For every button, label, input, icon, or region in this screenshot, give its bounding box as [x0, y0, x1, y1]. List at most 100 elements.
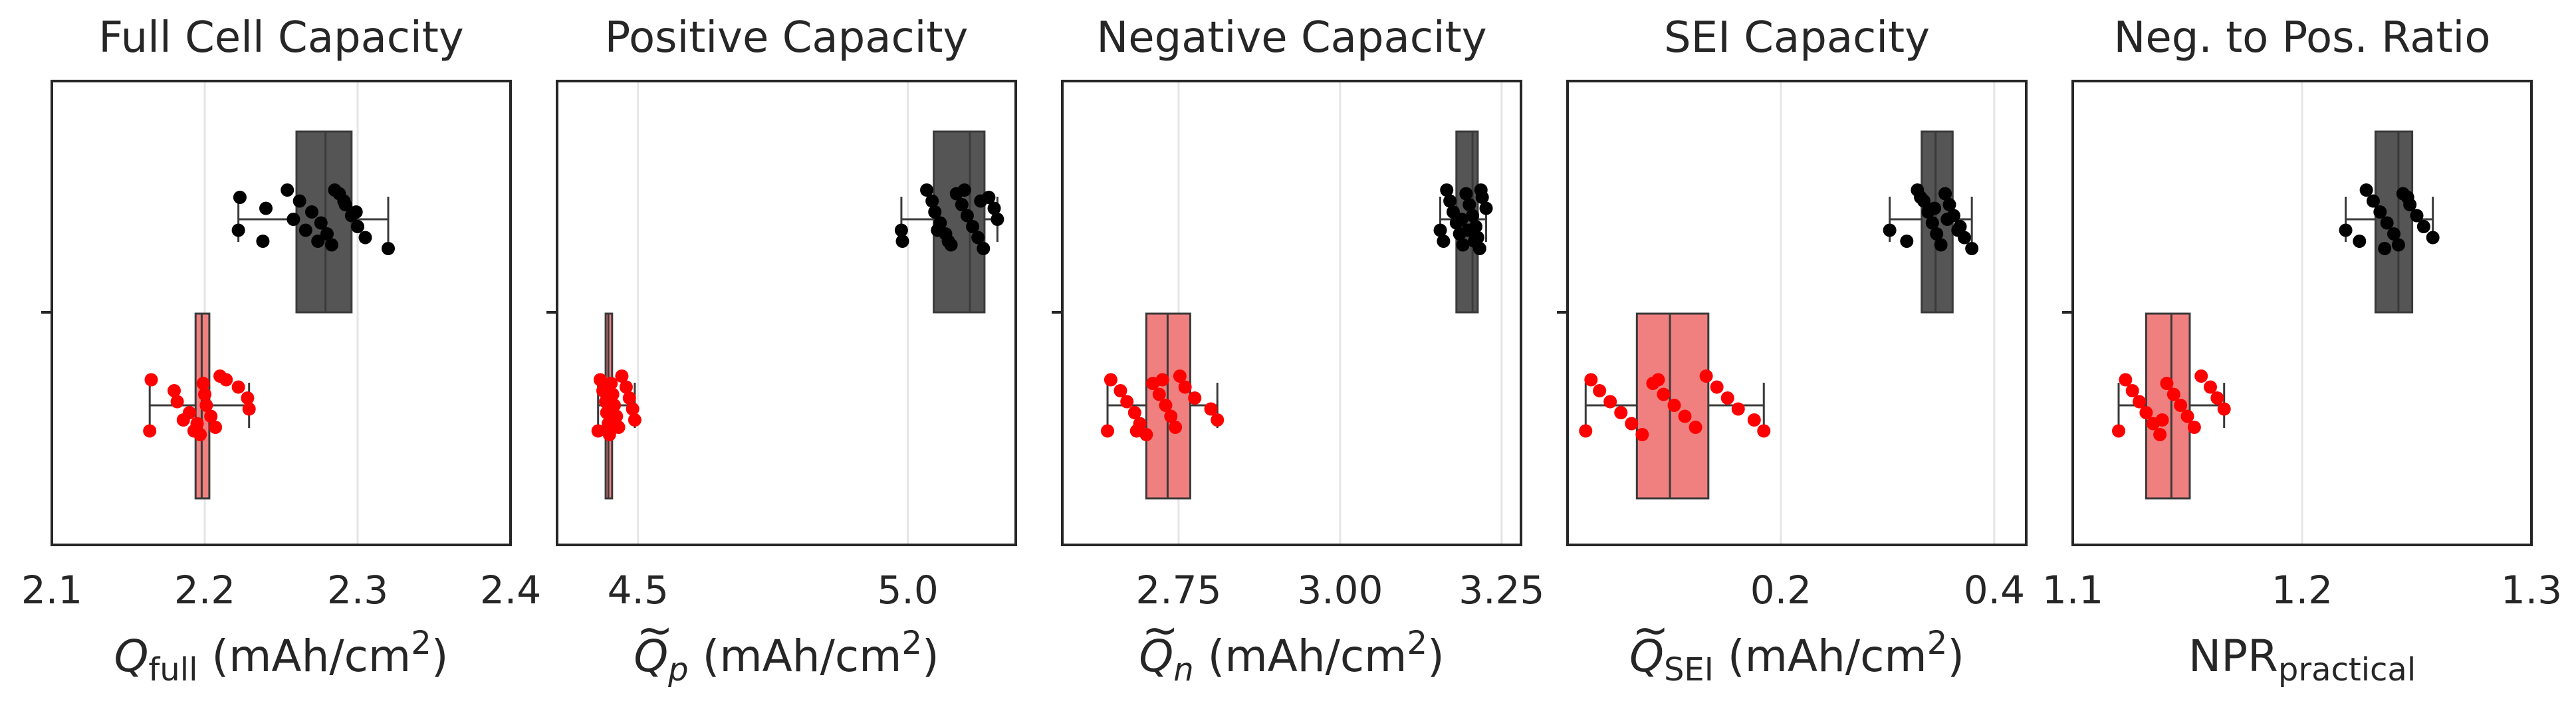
data-point — [1169, 421, 1183, 434]
data-point — [1188, 391, 1202, 405]
x-tick-label: 2.75 — [1135, 567, 1221, 613]
data-point — [324, 238, 338, 252]
data-point — [591, 424, 605, 438]
data-point — [2373, 205, 2387, 219]
data-point — [231, 380, 245, 394]
data-point — [2380, 216, 2394, 230]
data-point — [1731, 402, 1745, 416]
data-point — [2160, 377, 2174, 390]
data-point — [1456, 238, 1470, 252]
data-point — [2112, 424, 2125, 438]
data-point — [2387, 227, 2400, 241]
data-point — [281, 183, 294, 197]
tilde-accent: ~ — [1142, 605, 1179, 656]
x-tick-label: 3.25 — [1459, 567, 1544, 613]
data-point — [1914, 191, 1928, 204]
data-point — [955, 198, 969, 211]
data-point — [1129, 424, 1143, 438]
data-point — [176, 413, 190, 427]
data-point — [2204, 380, 2217, 394]
data-point — [2217, 402, 2231, 416]
data-point — [287, 213, 300, 226]
data-point — [1940, 213, 1954, 226]
data-point — [351, 220, 364, 233]
data-point — [2166, 387, 2180, 401]
data-point — [991, 213, 1004, 226]
data-point — [920, 183, 934, 197]
data-point — [1635, 428, 1649, 441]
data-point — [1173, 369, 1187, 383]
data-point — [957, 183, 971, 197]
data-point — [628, 413, 642, 427]
data-point — [1593, 384, 1607, 397]
data-point — [1747, 413, 1761, 427]
data-point — [615, 369, 629, 383]
panel-title: Positive Capacity — [605, 13, 969, 62]
data-point — [2174, 399, 2188, 412]
data-point — [1928, 201, 1941, 215]
data-point — [1651, 373, 1665, 387]
x-tick-label: 1.3 — [2501, 567, 2562, 613]
data-point — [1443, 194, 1457, 208]
data-point — [1211, 413, 1225, 427]
data-point — [259, 201, 273, 215]
data-point — [2153, 428, 2167, 441]
data-point — [622, 391, 636, 405]
panel-title: Negative Capacity — [1096, 13, 1486, 62]
data-point — [1934, 238, 1948, 252]
data-point — [2416, 220, 2430, 233]
x-axis-label: Qfull (mAh/cm2) — [114, 625, 448, 688]
data-point — [1925, 216, 1939, 230]
data-point — [1433, 223, 1447, 237]
data-point — [610, 409, 624, 423]
panel-2: Positive Capacity 4.5 5.0 Qp (mAh/cm2)~ — [546, 13, 1017, 688]
data-point — [256, 235, 270, 248]
data-point — [1155, 373, 1169, 387]
data-point — [382, 242, 395, 255]
data-point — [233, 191, 247, 204]
tilde-accent: ~ — [1632, 605, 1669, 656]
data-point — [196, 377, 210, 390]
data-point — [314, 216, 328, 230]
x-axis-label: Qn (mAh/cm2) — [1139, 625, 1445, 688]
data-point — [1951, 223, 1965, 237]
data-point — [358, 231, 372, 245]
data-point — [168, 384, 181, 397]
panel-5: Neg. to Pos. Ratio 1.1 1.2 1.3 NPRpractical — [2042, 13, 2562, 688]
data-point — [1104, 373, 1117, 387]
data-point — [1625, 417, 1639, 431]
x-tick-label: 2.3 — [327, 567, 388, 613]
data-point — [931, 223, 945, 237]
data-point — [2353, 235, 2367, 248]
data-point — [2119, 373, 2133, 387]
data-point — [1667, 399, 1681, 412]
data-point — [199, 399, 213, 412]
tilde-accent: ~ — [637, 605, 673, 656]
data-point — [603, 424, 617, 438]
data-point — [1459, 187, 1473, 201]
data-point — [2339, 223, 2353, 237]
data-point — [337, 194, 351, 208]
data-point — [293, 194, 306, 208]
data-point — [960, 209, 974, 223]
panel-1: Full Cell Capacity 2.1 2.2 2.3 2.4 Qfull (mAh… — [21, 13, 541, 688]
data-point — [925, 194, 939, 208]
data-point — [204, 409, 218, 423]
data-point — [2378, 242, 2392, 255]
data-point — [1455, 213, 1468, 226]
data-point — [928, 205, 942, 219]
data-point — [1479, 201, 1493, 215]
data-point — [1127, 406, 1141, 419]
data-point — [1463, 198, 1476, 211]
data-point — [1689, 421, 1702, 434]
data-point — [974, 194, 988, 208]
data-point — [1178, 380, 1192, 394]
data-point — [966, 220, 980, 233]
data-point — [1614, 406, 1628, 419]
data-point — [1440, 183, 1454, 197]
data-point — [1584, 373, 1598, 387]
data-point — [144, 373, 158, 387]
data-point — [320, 227, 334, 241]
data-point — [1883, 223, 1897, 237]
